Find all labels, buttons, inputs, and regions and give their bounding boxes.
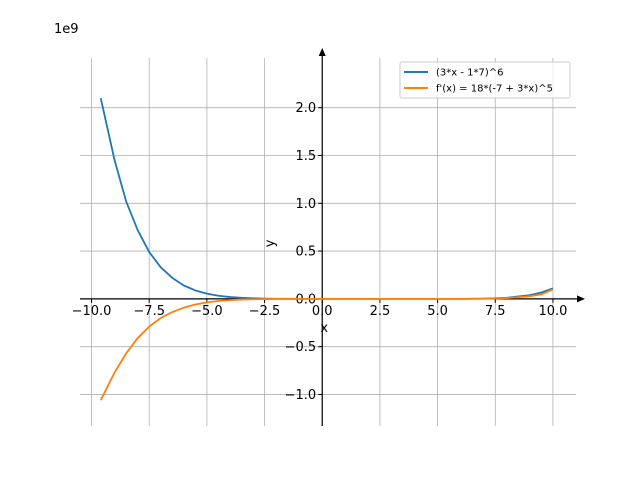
legend-label: f'(x) = 18*(-7 + 3*x)^5 (436, 84, 553, 95)
x-tick-label: 2.5 (370, 304, 391, 319)
y-tick-label: −1.0 (285, 388, 317, 403)
x-axis-label: x (320, 321, 328, 336)
legend-label: (3*x - 1*7)^6 (436, 68, 504, 79)
x-tick-label: 7.5 (485, 304, 506, 319)
offset-text: 1e9 (54, 22, 79, 37)
x-tick-label: 10.0 (538, 304, 567, 319)
grid (80, 58, 576, 426)
x-axis-arrow (577, 295, 585, 303)
x-tick-label: 0.0 (312, 304, 333, 319)
legend: (3*x - 1*7)^6 f'(x) = 18*(-7 + 3*x)^5 (399, 61, 571, 99)
y-tick-label: 1.5 (296, 149, 317, 164)
series-layer (99, 97, 554, 401)
y-tick-label: 0.5 (296, 245, 317, 260)
y-tick-label: 1.0 (296, 197, 317, 212)
series-line-1 (99, 288, 554, 401)
x-tick-label: −2.5 (249, 304, 281, 319)
y-tick-label: 0.0 (296, 292, 317, 307)
y-tick-label: 2.0 (296, 101, 317, 116)
x-tick-label: −10.0 (72, 304, 112, 319)
legend-box (399, 61, 571, 99)
y-axis-arrow (318, 48, 326, 56)
y-axis-label: y (263, 239, 278, 247)
ticks: −10.0 −7.5 −5.0 −2.5 0.0 2.5 5.0 7.5 10.0 −1.0 −0.… (72, 101, 568, 403)
x-tick-label: 5.0 (427, 304, 448, 319)
x-tick-label: −7.5 (133, 304, 165, 319)
y-tick-label: −0.5 (285, 340, 317, 355)
x-tick-label: −5.0 (191, 304, 223, 319)
